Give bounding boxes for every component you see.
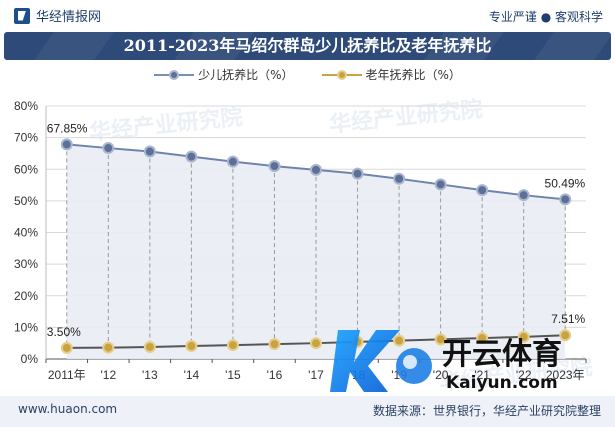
data-label: 7.51% xyxy=(551,312,585,326)
data-point xyxy=(185,150,198,163)
kaiyun-brand-text: 开云体育 xyxy=(442,337,562,372)
watermark-text: 华经产业研究院 xyxy=(328,96,484,138)
drop-line-layer xyxy=(66,144,566,348)
data-point xyxy=(434,333,447,346)
data-point xyxy=(351,167,364,180)
x-tick-label: '12 xyxy=(100,368,116,382)
brand-logo[interactable]: 华经情报网 xyxy=(14,6,101,25)
y-tick-label: 80% xyxy=(14,99,38,113)
watermark-text: 华经产业研究院 xyxy=(88,104,244,146)
legend-marker-elderly-icon xyxy=(321,69,362,80)
data-point xyxy=(143,340,156,353)
data-point xyxy=(559,193,572,206)
data-point xyxy=(102,341,115,354)
data-point xyxy=(393,172,406,185)
y-tick-label: 40% xyxy=(14,226,38,240)
y-tick-label: 50% xyxy=(14,194,38,208)
footer-website[interactable]: www.huaon.com xyxy=(18,402,118,416)
huajing-logo-icon xyxy=(14,7,30,24)
tagline: 专业严谨 ● 客观科学 xyxy=(488,10,603,24)
legend-item-elderly[interactable]: 老年抚养比（%） xyxy=(321,66,461,83)
kaiyun-logo-icon: 开云体育 Kaiyun.com xyxy=(330,330,562,393)
data-point xyxy=(268,338,281,351)
data-label: 50.49% xyxy=(545,176,586,190)
data-point xyxy=(268,160,281,173)
chart-title: 2011-2023年马绍尔群岛少儿抚养比及老年抚养比 xyxy=(123,36,492,55)
brand-name: 华经情报网 xyxy=(36,10,102,25)
y-tick-label: 30% xyxy=(14,257,38,271)
data-point xyxy=(102,142,115,155)
chart-legend: 少儿抚养比（%） 老年抚养比（%） xyxy=(0,66,615,83)
data-point xyxy=(310,337,322,350)
x-tick-label: '21 xyxy=(474,368,490,382)
data-point xyxy=(559,329,572,342)
legend-item-children[interactable]: 少儿抚养比（%） xyxy=(154,66,294,83)
data-point xyxy=(60,341,73,354)
kaiyun-overlay: 开云体育 Kaiyun.com xyxy=(330,322,610,396)
legend-marker-children-icon xyxy=(154,69,195,80)
kaiyun-domain-text: Kaiyun.com xyxy=(446,373,558,393)
y-tick-label: 70% xyxy=(14,131,38,145)
y-tick-label: 60% xyxy=(14,162,38,176)
x-tick-label: '20 xyxy=(433,368,449,382)
x-tick-label: '15 xyxy=(225,368,241,382)
data-point xyxy=(434,178,447,191)
footer-bar xyxy=(0,396,615,427)
y-tick-label: 0% xyxy=(21,352,39,366)
y-tick-label: 10% xyxy=(14,320,38,334)
data-point xyxy=(393,334,406,347)
title-bar: 2011-2023年马绍尔群岛少儿抚养比及老年抚养比 xyxy=(4,32,611,60)
data-point xyxy=(476,332,489,345)
x-tick-label: '13 xyxy=(142,368,158,382)
label-layer: 67.85% 50.49% 3.50% 7.51% xyxy=(47,121,586,339)
x-tick-label: '17 xyxy=(308,368,324,382)
data-point xyxy=(517,189,530,202)
data-point xyxy=(226,339,239,352)
data-point xyxy=(185,340,198,353)
data-label: 67.85% xyxy=(47,121,88,135)
x-tick-label: '16 xyxy=(267,368,283,382)
data-point xyxy=(476,184,489,197)
x-tick-label: '14 xyxy=(184,368,200,382)
data-point xyxy=(310,163,322,176)
x-tick-label: 2011年 xyxy=(48,368,86,382)
data-point xyxy=(60,138,73,151)
y-tick-label: 20% xyxy=(14,289,38,303)
x-tick-label: 2023年 xyxy=(546,368,585,382)
data-point xyxy=(226,155,239,168)
data-point xyxy=(517,330,530,343)
legend-label-elderly: 老年抚养比（%） xyxy=(365,68,461,82)
data-label: 3.50% xyxy=(47,325,81,339)
legend-label-children: 少儿抚养比（%） xyxy=(198,68,294,82)
x-tick-label: '22 xyxy=(516,368,532,382)
data-point-layer xyxy=(60,138,572,354)
footer-source: 数据来源：世界银行，华经产业研究院整理 xyxy=(372,404,601,418)
top-bar: 华经情报网 专业严谨 ● 客观科学 xyxy=(0,0,615,30)
data-point xyxy=(143,145,156,158)
